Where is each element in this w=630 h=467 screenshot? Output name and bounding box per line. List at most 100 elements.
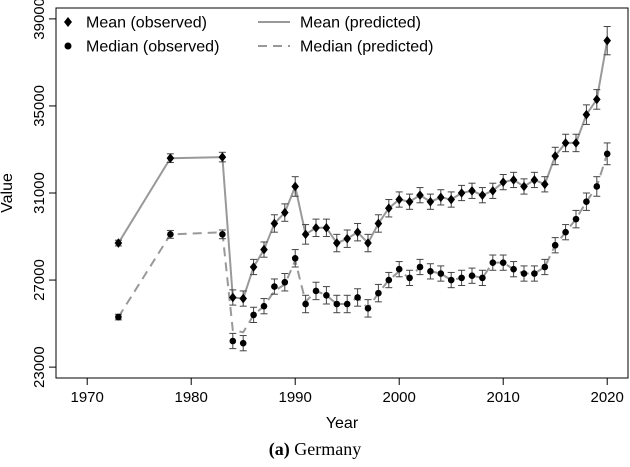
mean-observed-point [395, 194, 403, 205]
x-axis-title: Year [326, 415, 359, 432]
median-observed-point [499, 259, 507, 266]
mean-observed-point [437, 192, 445, 203]
x-tick-label: 1990 [279, 389, 312, 406]
x-tick-label: 1980 [175, 389, 208, 406]
legend-item-median-predicted: Median (predicted) [258, 39, 433, 56]
x-axis: 1970 1980 1990 2000 2010 2020 [71, 378, 624, 406]
median-observed-point [167, 231, 174, 238]
mean-observed-point [551, 151, 559, 161]
mean-observed-point [447, 194, 455, 205]
median-observed-point [520, 270, 528, 277]
median-observed-point [219, 231, 226, 238]
mean-observed-point [499, 177, 507, 187]
median-observed-point [333, 300, 341, 308]
mean-observed-point [229, 292, 237, 303]
y-tick-label: 39000 [31, 0, 48, 40]
mean-observed-point [281, 207, 289, 218]
mean-observed-point [603, 35, 611, 46]
legend-label: Median (predicted) [300, 39, 433, 56]
median-observed-point [531, 270, 538, 277]
mean-observed-point [291, 181, 299, 192]
y-axis: 23000 27000 31000 35000 39000 [31, 0, 56, 388]
median-observed-point [603, 150, 611, 158]
median-observed-point [583, 198, 590, 206]
mean-observed-point [374, 218, 383, 229]
median-observed-point [291, 254, 299, 262]
mean-observed-point [572, 138, 580, 148]
median-observed-point [447, 276, 455, 284]
caption-text: Germany [289, 439, 362, 459]
median-observed-point [281, 278, 289, 286]
mean-observed-point [582, 109, 591, 120]
mean-observed-point [301, 229, 310, 240]
median-observed-point [271, 283, 278, 290]
mean-observed-point [333, 238, 341, 248]
median-observed-point [572, 215, 580, 223]
median-observed-point [354, 294, 361, 301]
median-observed-point [437, 270, 445, 277]
legend-circle-marker [64, 42, 72, 50]
y-tick-label: 27000 [31, 259, 48, 301]
median-predicted-line [117, 153, 609, 334]
x-tick-label: 2010 [487, 389, 520, 406]
median-observed-point [406, 274, 413, 282]
y-tick-label: 35000 [31, 85, 48, 127]
legend-label: Median (observed) [86, 39, 219, 56]
median-observed-point [343, 300, 351, 308]
mean-observed-point [426, 196, 435, 207]
legend-label: Mean (predicted) [300, 15, 421, 32]
mean-observed-point [593, 94, 601, 105]
y-axis-title: Value [0, 173, 16, 213]
caption-label: (a) [268, 439, 290, 459]
legend-item-mean-observed: Mean (observed) [64, 15, 207, 32]
median-observed-point [260, 302, 268, 310]
x-tick-label: 2000 [383, 389, 416, 406]
median-observed-point [250, 311, 257, 319]
median-observed-point [375, 289, 382, 297]
mean-observed-point [468, 186, 476, 196]
mean-observed-point [239, 293, 247, 304]
median-observed-point [458, 274, 465, 282]
mean-observed-point [489, 186, 497, 196]
median-observed-point [510, 265, 517, 273]
median-observed-point [302, 300, 309, 308]
plot-frame [55, 7, 629, 379]
mean-observed-point [114, 238, 123, 248]
median-observed-point [562, 228, 569, 236]
median-observed-point [551, 241, 559, 249]
median-observed-point [541, 263, 549, 271]
median-observed-point [385, 276, 393, 284]
legend-diamond-marker [64, 17, 72, 27]
median-observed-point [427, 268, 434, 275]
median-observed-point [364, 305, 372, 312]
legend: Mean (observed) Median (observed) Mean (pr… [64, 15, 433, 56]
plot-border [55, 7, 629, 379]
median-observed-point [239, 339, 247, 347]
mean-observed-point [249, 262, 258, 272]
mean-observed-point [509, 175, 518, 185]
median-observed-point [323, 291, 330, 299]
legend-item-mean-predicted: Mean (predicted) [258, 15, 421, 32]
median-observed-point [312, 287, 320, 295]
mean-observed-point [353, 227, 362, 237]
mean-observed-point [457, 188, 466, 198]
mean-observed-point [312, 223, 320, 233]
legend-item-median-observed: Median (observed) [64, 39, 219, 56]
mean-predicted-line [117, 40, 609, 300]
error-bars [114, 26, 611, 352]
mean-observed-point [260, 244, 268, 255]
x-tick-label: 2020 [591, 389, 624, 406]
median-observed-point [489, 259, 497, 266]
mean-observed-point [166, 153, 175, 163]
median-observed-point [229, 337, 237, 345]
y-tick-label: 31000 [31, 172, 48, 214]
mean-observed-point [364, 238, 372, 248]
mean-observed-point [530, 175, 539, 185]
figure-caption: (a) Germany [0, 439, 630, 460]
mean-observed-point [561, 138, 570, 148]
predicted-lines [117, 40, 609, 334]
x-tick-label: 1970 [71, 389, 104, 406]
mean-observed-point [478, 190, 487, 200]
mean-observed-point [541, 179, 549, 190]
median-observed-point [395, 265, 403, 273]
